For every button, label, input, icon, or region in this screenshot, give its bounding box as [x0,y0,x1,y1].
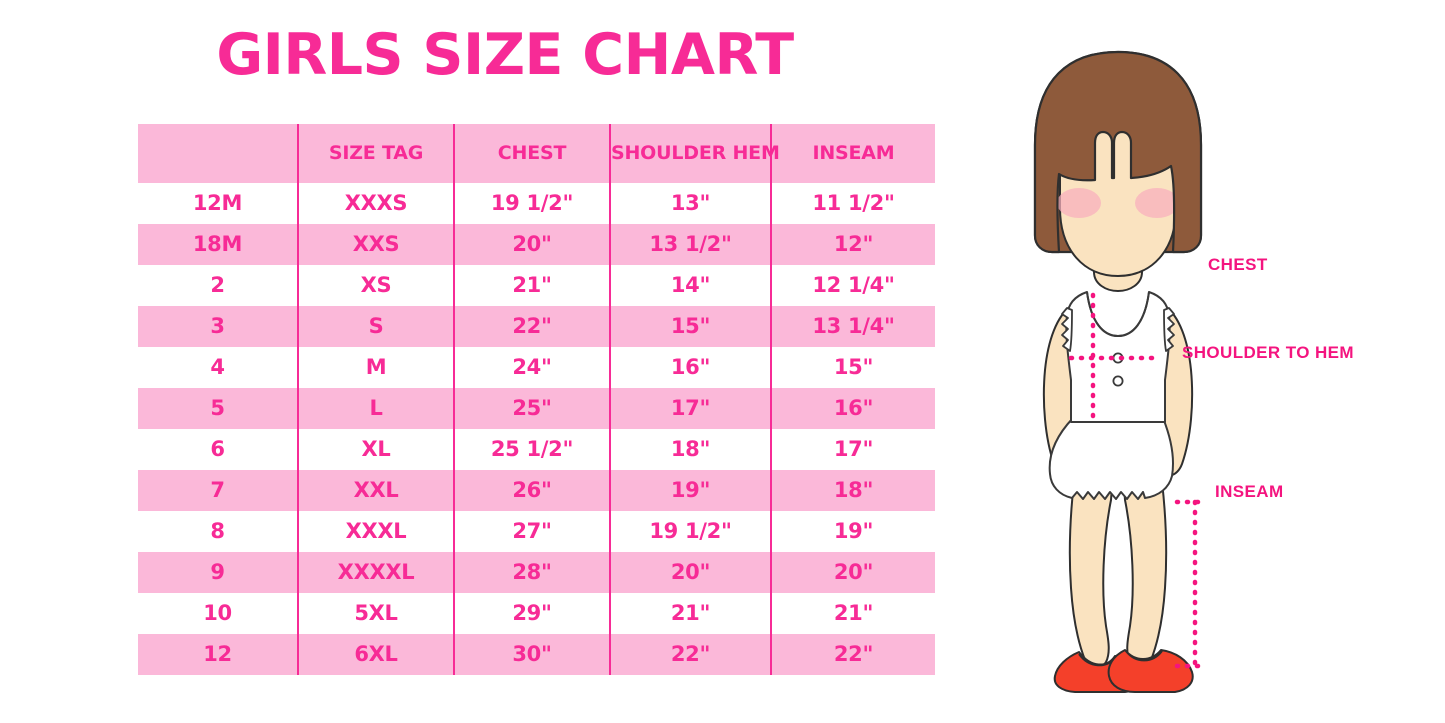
cell-chest: 19 1/2" [453,183,610,224]
cell-chest: 29" [453,593,610,634]
cell-inseam: 13 1/4" [770,306,935,347]
cell-size: 12M [138,183,298,224]
cell-chest: 20" [453,224,610,265]
cell-size: 18M [138,224,298,265]
cell-inseam: 22" [770,634,935,675]
cell-shoulder-hem: 20" [609,552,771,593]
cell-shoulder-hem: 22" [609,634,771,675]
cell-size-tag: M [297,347,454,388]
cell-size-tag: XXXL [297,511,454,552]
cell-size: 12 [138,634,298,675]
table-row: 9 XXXXL 28" 20" 20" [138,552,935,593]
table-row: 2 XS 21" 14" 12 1/4" [138,265,935,306]
cell-size-tag: XXS [297,224,454,265]
inseam-measure-label: INSEAM [1215,482,1284,501]
cell-size: 7 [138,470,298,511]
cell-size: 10 [138,593,298,634]
illustration-panel: CHEST SHOULDER TO HEM INSEAM [975,40,1445,700]
skirt-shape [1048,417,1174,500]
cell-shoulder-hem: 18" [609,429,771,470]
table-row: 10 5XL 29" 21" 21" [138,593,935,634]
table-row: 12 6XL 30" 22" 22" [138,634,935,675]
table-body: 12M XXXS 19 1/2" 13" 11 1/2" 18M XXS 20" 13 1/2"… [138,183,935,675]
cell-inseam: 16" [770,388,935,429]
blush-left-icon [1057,188,1101,218]
cell-size: 6 [138,429,298,470]
cell-size-tag: 6XL [297,634,454,675]
cell-shoulder-hem: 13" [609,183,771,224]
cell-chest: 30" [453,634,610,675]
girl-figure-illustration [1033,50,1208,693]
column-header-chest: CHEST [453,124,610,183]
hair-front-shape [1033,50,1203,254]
right-shoe-strap [1125,650,1163,662]
table-row: 4 M 24" 16" 15" [138,347,935,388]
cell-inseam: 17" [770,429,935,470]
table-row: 18M XXS 20" 13 1/2" 12" [138,224,935,265]
cell-shoulder-hem: 16" [609,347,771,388]
cell-inseam: 12" [770,224,935,265]
table-row: 3 S 22" 15" 13 1/4" [138,306,935,347]
cell-size-tag: XXXXL [297,552,454,593]
table-header: SIZE TAG CHEST SHOULDER HEM INSEAM [138,124,935,183]
cell-shoulder-hem: 19" [609,470,771,511]
table-row: 8 XXXL 27" 19 1/2" 19" [138,511,935,552]
cell-size: 8 [138,511,298,552]
cell-inseam: 20" [770,552,935,593]
cell-shoulder-hem: 14" [609,265,771,306]
cell-shoulder-hem: 17" [609,388,771,429]
cell-shoulder-hem: 15" [609,306,771,347]
column-header-inseam: INSEAM [770,124,935,183]
cell-chest: 28" [453,552,610,593]
cell-inseam: 21" [770,593,935,634]
cell-size: 3 [138,306,298,347]
cell-size-tag: XL [297,429,454,470]
cell-size: 2 [138,265,298,306]
table-row: 7 XXL 26" 19" 18" [138,470,935,511]
column-header-shoulder-hem: SHOULDER HEM [609,124,780,183]
cell-chest: 22" [453,306,610,347]
table-header-row: SIZE TAG CHEST SHOULDER HEM INSEAM [138,124,935,183]
chest-measure-label: CHEST [1208,255,1268,274]
table-row: 5 L 25" 17" 16" [138,388,935,429]
cell-size-tag: S [297,306,454,347]
cell-inseam: 11 1/2" [770,183,935,224]
table-row: 6 XL 25 1/2" 18" 17" [138,429,935,470]
shoulder-to-hem-measure-label: SHOULDER TO HEM [1182,343,1354,362]
cell-size-tag: 5XL [297,593,454,634]
cell-chest: 25" [453,388,610,429]
size-chart-table: SIZE TAG CHEST SHOULDER HEM INSEAM 12M XX… [138,124,935,675]
cell-size-tag: XS [297,265,454,306]
cell-chest: 27" [453,511,610,552]
cell-size: 4 [138,347,298,388]
blush-right-icon [1135,188,1179,218]
right-shoe-shape [1107,649,1194,693]
cell-inseam: 12 1/4" [770,265,935,306]
right-sleeve-ruffle [1163,307,1175,352]
cell-chest: 26" [453,470,610,511]
cell-size-tag: XXXS [297,183,454,224]
cell-size-tag: L [297,388,454,429]
cell-shoulder-hem: 19 1/2" [609,511,771,552]
cell-chest: 25 1/2" [453,429,610,470]
cell-inseam: 19" [770,511,935,552]
cell-size-tag: XXL [297,470,454,511]
cell-chest: 24" [453,347,610,388]
left-sleeve-ruffle [1061,307,1073,352]
cell-inseam: 15" [770,347,935,388]
button-lower-icon [1112,375,1124,387]
table-row: 12M XXXS 19 1/2" 13" 11 1/2" [138,183,935,224]
cell-inseam: 18" [770,470,935,511]
cell-chest: 21" [453,265,610,306]
page-title: GIRLS SIZE CHART [216,22,794,88]
column-header-size [138,124,298,183]
cell-size: 9 [138,552,298,593]
cell-shoulder-hem: 21" [609,593,771,634]
cell-shoulder-hem: 13 1/2" [609,224,771,265]
column-header-size-tag: SIZE TAG [297,124,454,183]
cell-size: 5 [138,388,298,429]
